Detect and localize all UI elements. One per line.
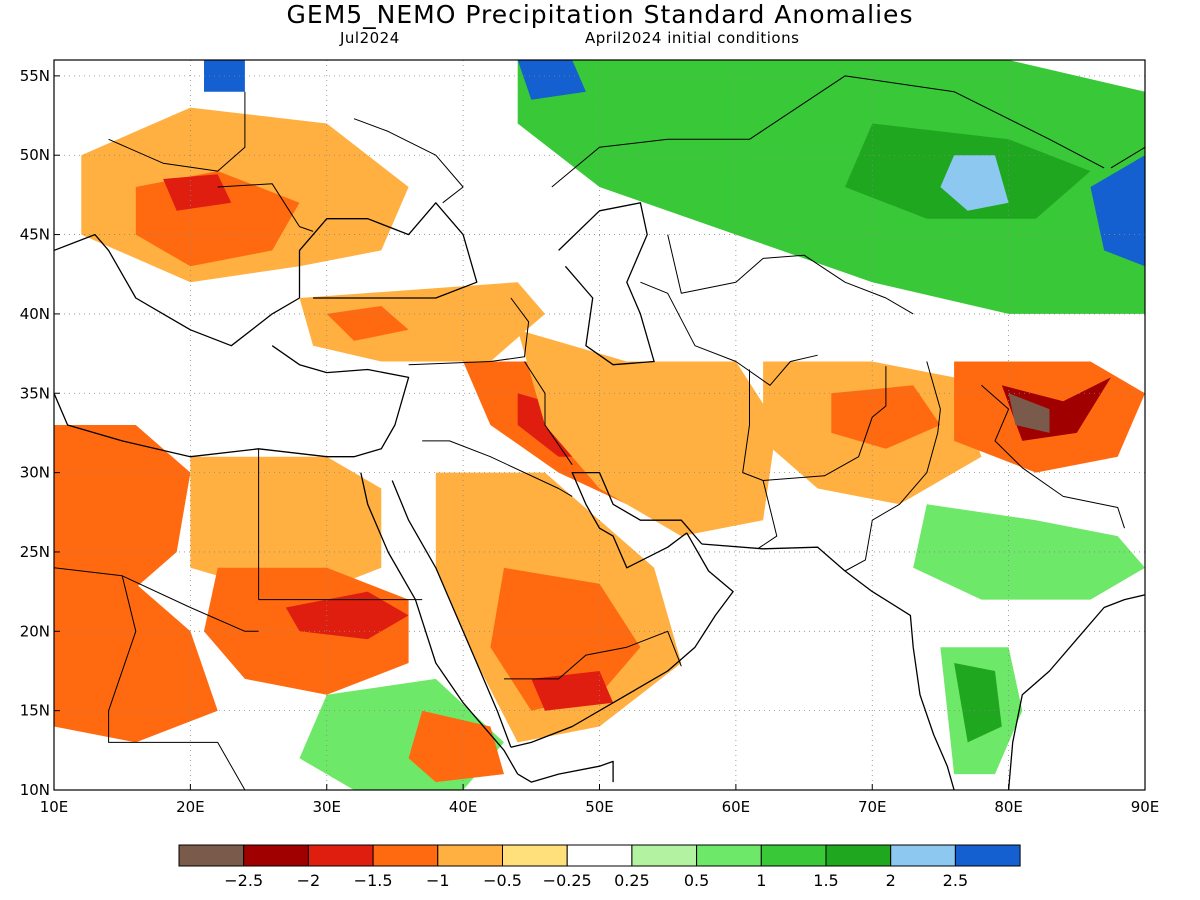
coastline-india-east (1007, 594, 1145, 790)
colorbar-swatch (243, 844, 309, 867)
anomaly-region-ethiopia-orange (408, 710, 504, 783)
lon-tick-label: 40E (449, 798, 478, 816)
anomaly-fields (54, 60, 1145, 790)
border-turkey-east (408, 297, 530, 366)
lat-tick-label: 30N (20, 464, 50, 482)
colorbar-swatch (696, 844, 762, 867)
forecast-month: Jul2024 (340, 29, 400, 47)
border-chad (108, 575, 246, 790)
border-russia-ukraine (353, 118, 464, 204)
border-europe-2 (217, 183, 314, 232)
coastline-med-north (54, 233, 300, 347)
gridlines (54, 60, 1145, 790)
boundaries (54, 75, 1145, 790)
colorbar-swatch (825, 844, 892, 867)
colorbar-swatch (502, 844, 568, 867)
anomaly-region-kazakh-blue (940, 155, 1009, 211)
lat-tick-label: 20N (20, 622, 50, 640)
lat-tick-label: 15N (20, 702, 50, 720)
colorbar-swatch (437, 844, 503, 867)
border-iraq-iran (524, 361, 573, 465)
border-mongolia (1110, 146, 1145, 169)
colorbar-label: −1.5 (354, 871, 393, 890)
anomaly-region-russia-blue (517, 60, 586, 100)
border-libya-south (54, 567, 259, 632)
colorbar-swatch (307, 844, 374, 867)
anomaly-region-sudan-core (285, 591, 409, 640)
anomaly-region-hungary-core (163, 174, 232, 211)
anomaly-region-arabia-core (490, 567, 641, 711)
coastline-caspian-sea (558, 202, 655, 366)
anomaly-region-altai-blue (1090, 155, 1145, 267)
colorbar-label: −1 (426, 871, 450, 890)
map-title: GEM5_NEMO Precipitation Standard Anomali… (286, 0, 914, 29)
colorbar-label: 1 (756, 871, 766, 890)
coastline-red-sea-west (360, 472, 519, 775)
anomaly-region-india-core (954, 663, 1002, 743)
colorbar-label: 0.25 (614, 871, 650, 890)
coastline-red-sea-east (391, 480, 512, 748)
lon-tick-label: 50E (585, 798, 614, 816)
lat-tick-label: 25N (20, 543, 50, 561)
axis-ticks: 10E 20E 30E 40E 50E 60E 70E 80E 90E 10N 15N 20N 25N 3… (20, 67, 1160, 816)
anomaly-region-sahara-west (54, 425, 191, 616)
lon-tick-label: 20E (176, 798, 205, 816)
border-europe-1 (108, 91, 246, 172)
anomaly-region-iran (517, 329, 777, 537)
border-uzbek (667, 234, 914, 315)
anomaly-region-central-asia (517, 60, 1145, 314)
colorbar-swatch (372, 844, 439, 867)
coastline-arabia-south (510, 532, 734, 748)
border-saudi-iraq (422, 440, 573, 497)
colorbar-swatch (566, 844, 633, 867)
lon-tick-label: 80E (994, 798, 1023, 816)
lat-tick-label: 55N (20, 67, 50, 85)
lat-tick-label: 50N (20, 146, 50, 164)
coastline-black-sea (298, 202, 478, 299)
colorbar-label: 0.5 (684, 871, 709, 890)
coastline-africa-horn (517, 760, 614, 783)
border-iran-afghan (742, 369, 778, 550)
lat-tick-label: 35N (20, 384, 50, 402)
colorbar-label: 2 (886, 871, 896, 890)
coastline-pak-coast (701, 543, 955, 790)
border-afghan-pak (763, 366, 887, 481)
colorbar-swatch (760, 844, 827, 867)
colorbar-label: 1.5 (813, 871, 838, 890)
lon-tick-label: 10E (40, 798, 69, 816)
anomaly-region-libya-egypt (190, 456, 382, 600)
lat-tick-label: 40N (20, 305, 50, 323)
lon-tick-label: 90E (1131, 798, 1160, 816)
border-india-china (981, 384, 1125, 529)
border-pak-india (844, 361, 941, 572)
border-saudi-yemen (504, 630, 682, 680)
lat-tick-label: 45N (20, 226, 50, 244)
colorbar-swatch (954, 844, 1021, 867)
anomaly-region-anatolia (299, 282, 545, 362)
anomaly-region-yemen-core (531, 671, 614, 711)
colorbar: −2.5 −2 −1.5 −1 −0.5 −0.25 0.25 0.5 1 1.5 2 2.5 (178, 844, 1021, 890)
colorbar-label: −0.25 (543, 871, 592, 890)
colorbar-label: −2 (297, 871, 321, 890)
coastline-persian-gulf (571, 471, 703, 569)
anomaly-region-pak-core (831, 385, 941, 449)
colorbar-swatch (890, 844, 956, 867)
anomaly-region-sahara-south (54, 583, 218, 743)
colorbar-label: −2.5 (224, 871, 263, 890)
lon-tick-label: 70E (858, 798, 887, 816)
colorbar-label: 2.5 (943, 871, 968, 890)
anomaly-region-anatolia-core (326, 306, 409, 341)
colorbar-swatch (631, 844, 698, 867)
colorbar-swatch (178, 844, 245, 867)
lon-tick-label: 30E (312, 798, 341, 816)
colorbar-label: −0.5 (483, 871, 522, 890)
border-turkmen (640, 281, 818, 386)
anomaly-region-tibet-max (1008, 393, 1050, 433)
lon-tick-label: 60E (722, 798, 751, 816)
initial-conditions: April2024 initial conditions (585, 29, 800, 47)
coastline-med-south (54, 345, 410, 458)
border-kazakh (551, 75, 1105, 188)
lat-tick-label: 10N (20, 781, 50, 799)
